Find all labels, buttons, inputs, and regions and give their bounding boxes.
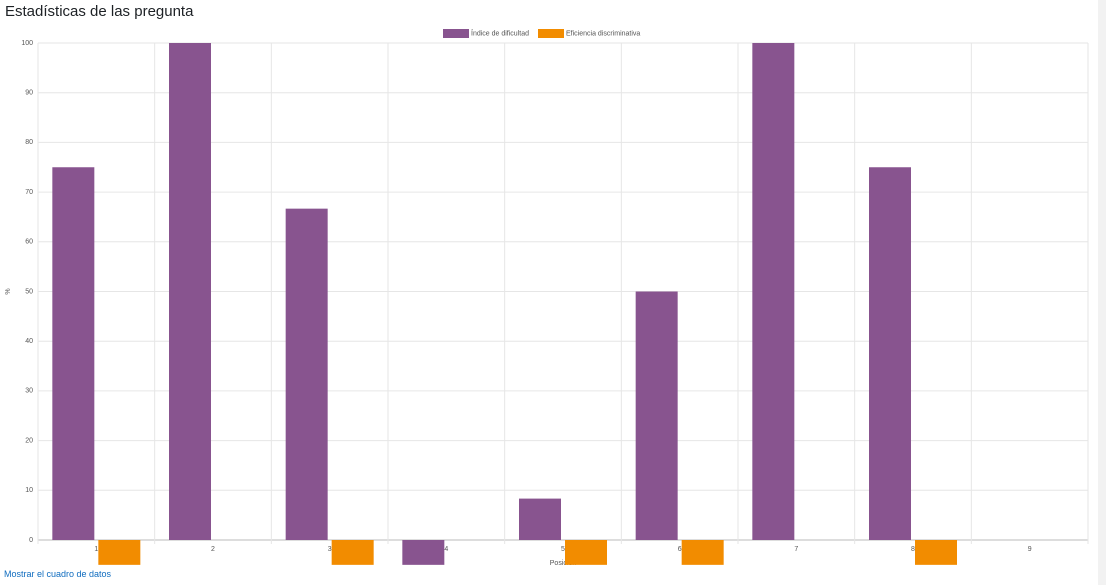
bar	[285, 208, 328, 541]
bar	[752, 43, 795, 540]
bar	[52, 167, 95, 540]
legend-swatch	[538, 29, 564, 38]
x-tick-label: 2	[211, 546, 215, 553]
x-tick-label: 8	[911, 546, 915, 553]
x-tick-label: 3	[328, 546, 332, 553]
y-tick-label: 10	[25, 487, 33, 494]
bar	[98, 540, 141, 565]
y-tick-label: 60	[25, 239, 33, 246]
y-tick-label: 50	[25, 288, 33, 295]
legend-label: Eficiencia discriminativa	[566, 30, 640, 37]
x-tick-label: 7	[794, 546, 798, 553]
bar	[519, 498, 561, 540]
y-tick-label: 0	[29, 537, 33, 544]
y-tick-label: 20	[25, 437, 33, 444]
x-tick-label: 1	[94, 546, 98, 553]
legend-label: Índice de dificultad	[471, 28, 529, 37]
x-tick-label: 9	[1028, 546, 1032, 553]
y-tick-label: 30	[25, 388, 33, 395]
bar	[915, 540, 957, 565]
bar	[331, 540, 374, 565]
page-heading: Estadísticas de las pregunta	[5, 3, 194, 20]
bar	[681, 540, 724, 565]
show-data-table-link[interactable]: Mostrar el cuadro de datos	[4, 569, 112, 579]
x-tick-label: 4	[444, 546, 448, 553]
bar	[169, 43, 211, 540]
y-tick-label: 80	[25, 139, 33, 146]
y-tick-label: 100	[21, 40, 33, 47]
bar	[869, 167, 911, 540]
y-tick-label: 40	[25, 338, 33, 345]
y-tick-label: 90	[25, 90, 33, 97]
scrollbar	[1098, 0, 1106, 585]
bar	[565, 540, 607, 565]
bar	[402, 540, 445, 565]
x-axis-label: Posición	[550, 560, 577, 567]
x-tick-label: 5	[561, 546, 565, 553]
x-tick-label: 6	[678, 546, 682, 553]
y-tick-label: 70	[25, 189, 33, 196]
chart: 0 10 20 30 40 50 60 70 80 90 100% Posición 1 2 3 4 5 6 7 8 9…	[5, 28, 1089, 567]
legend-swatch	[443, 29, 469, 38]
y-axis-label: %	[5, 288, 12, 294]
bar	[635, 291, 678, 540]
